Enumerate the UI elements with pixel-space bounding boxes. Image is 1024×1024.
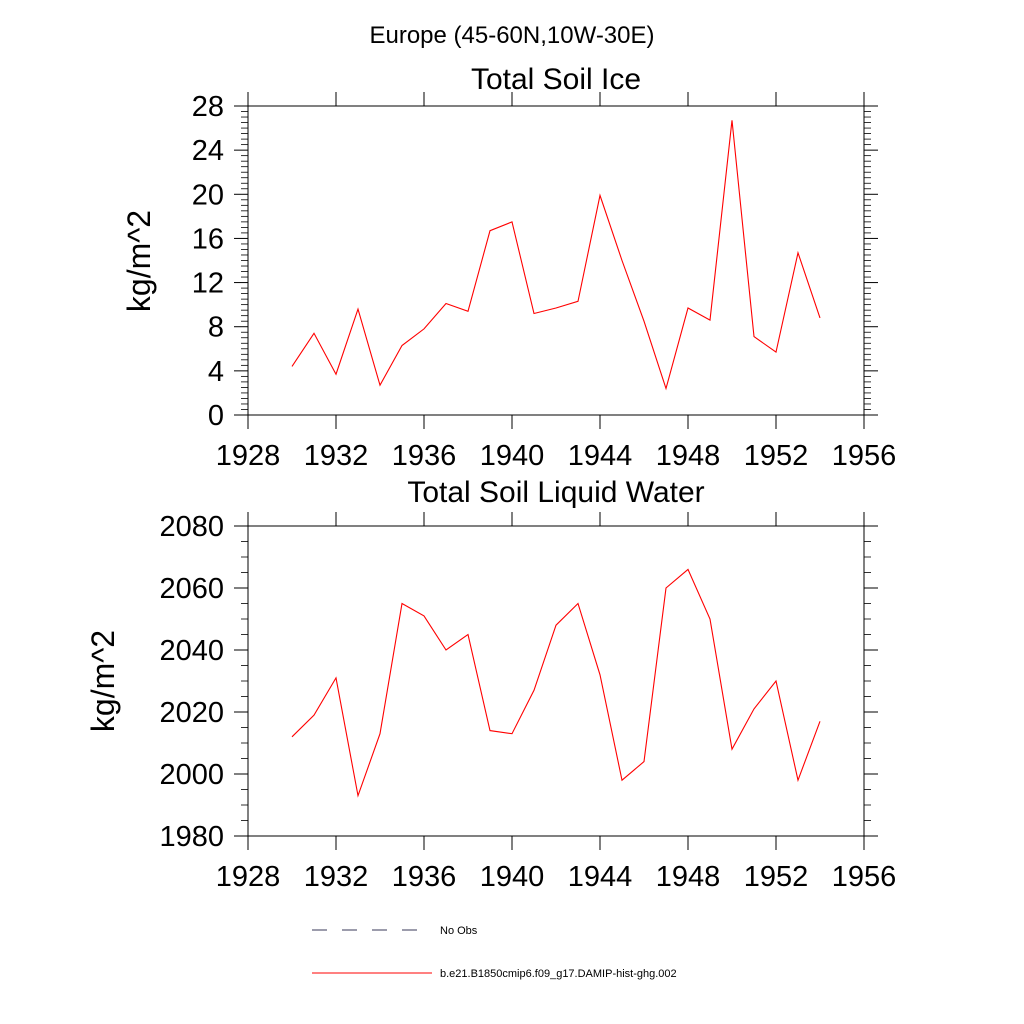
x-tick-label: 1948 [656,861,721,893]
y-tick-label: 2020 [159,697,224,729]
y-tick-label: 24 [192,135,224,167]
x-tick-label: 1928 [216,440,281,472]
y-tick-label: 16 [192,223,224,255]
x-tick-label: 1940 [480,861,545,893]
x-tick-label: 1936 [392,861,457,893]
y-tick-label: 8 [208,312,224,344]
panel-2-ylabel: kg/m^2 [85,630,121,732]
panel-2-title: Total Soil Liquid Water [407,476,704,509]
x-tick-label: 1952 [744,861,809,893]
x-tick-label: 1948 [656,440,721,472]
series-line [291,120,821,391]
panel-1-plot: 1928 1932 1936 1940 1944 1948 1952 1956 0 4 8 12 16 2… [192,91,897,472]
y-tick-label: 12 [192,268,224,300]
y-tick-label: 1980 [159,821,224,853]
x-tick-label: 1952 [744,440,809,472]
legend-no-obs-label: No Obs [440,925,478,937]
x-tick-label: 1944 [568,440,633,472]
panel-soil-liquid-water: Total Soil Liquid Water kg/m^2 1928 1932 1… [85,476,896,893]
x-tick-label: 1940 [480,440,545,472]
x-tick-label: 1956 [832,440,897,472]
y-tick-label: 2060 [159,573,224,605]
x-tick-label: 1928 [216,861,281,893]
x-tick-label: 1956 [832,861,897,893]
panel-1-ylabel: kg/m^2 [121,210,157,312]
series-line [291,568,821,798]
x-tick-label: 1944 [568,861,633,893]
figure-suptitle: Europe (45-60N,10W-30E) [369,22,654,49]
x-tick-label: 1936 [392,440,457,472]
plot-frame [247,525,865,837]
y-tick-label: 28 [192,91,224,123]
panel-2-plot: 1928 1932 1936 1940 1944 1948 1952 1956 1980 2000… [159,511,896,893]
panel-soil-ice: Total Soil Ice kg/m^2 1928 1932 1936 1940 19… [121,63,896,472]
y-tick-label: 4 [208,356,224,388]
panel-1-title: Total Soil Ice [471,63,641,96]
legend: No Obs b.e21.B1850cmip6.f09_g17.DAMIP-hi… [312,925,677,980]
x-tick-label: 1932 [304,440,369,472]
y-tick-label: 2040 [159,635,224,667]
y-tick-label: 20 [192,179,224,211]
y-tick-label: 2080 [159,511,224,543]
y-tick-label: 2000 [159,759,224,791]
plot-frame [247,105,865,416]
y-tick-label: 0 [208,400,224,432]
x-tick-label: 1932 [304,861,369,893]
legend-model-label: b.e21.B1850cmip6.f09_g17.DAMIP-hist-ghg.… [440,968,677,980]
